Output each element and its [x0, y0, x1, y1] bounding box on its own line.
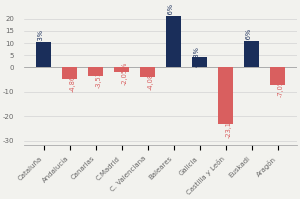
- Bar: [140, 67, 155, 77]
- Bar: [62, 67, 77, 79]
- Bar: [114, 67, 129, 72]
- Bar: [244, 41, 259, 67]
- Text: -4,86%: -4,86%: [70, 68, 76, 92]
- Text: 10,86%: 10,86%: [246, 28, 252, 53]
- Bar: [193, 57, 207, 67]
- Text: -3,51%: -3,51%: [96, 65, 102, 88]
- Text: -7,05%: -7,05%: [278, 74, 284, 97]
- Text: 4,23%: 4,23%: [194, 46, 200, 67]
- Bar: [36, 42, 51, 67]
- Bar: [88, 67, 103, 76]
- Bar: [218, 67, 233, 124]
- Text: -23,19%: -23,19%: [226, 111, 232, 138]
- Bar: [167, 16, 181, 67]
- Text: 10,43%: 10,43%: [38, 29, 44, 54]
- Bar: [271, 67, 285, 85]
- Text: 21,16%: 21,16%: [168, 3, 174, 28]
- Text: -4,08%: -4,08%: [148, 66, 154, 90]
- Text: -2,05%: -2,05%: [122, 61, 128, 85]
